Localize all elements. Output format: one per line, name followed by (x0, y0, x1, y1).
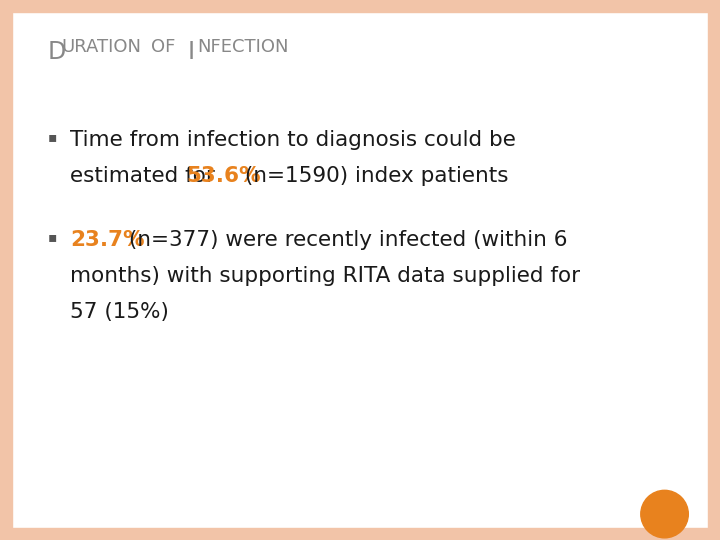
Bar (0, 528, 720, 540)
Text: 57 (15%): 57 (15%) (70, 302, 169, 322)
Text: (n=1590) index patients: (n=1590) index patients (238, 166, 508, 186)
Text: (n=377) were recently infected (within 6: (n=377) were recently infected (within 6 (122, 230, 567, 250)
Text: D: D (48, 40, 66, 64)
Text: NFECTION: NFECTION (197, 38, 289, 57)
Bar (708, 0, 720, 540)
Text: 23.7%: 23.7% (70, 230, 145, 250)
Text: ▪: ▪ (48, 230, 58, 244)
Text: 53.6%: 53.6% (186, 166, 261, 186)
Text: Time from infection to diagnosis could be: Time from infection to diagnosis could b… (70, 130, 516, 150)
Text: estimated for: estimated for (70, 166, 222, 186)
Text: ▪: ▪ (48, 130, 58, 144)
Text: months) with supporting RITA data supplied for: months) with supporting RITA data suppli… (70, 266, 580, 286)
Text: I: I (188, 40, 195, 64)
Bar (0, 0, 720, 12)
Text: URATION: URATION (61, 38, 141, 57)
Text: OF: OF (151, 38, 176, 57)
Bar (0, 0, 12, 540)
Circle shape (641, 490, 688, 538)
